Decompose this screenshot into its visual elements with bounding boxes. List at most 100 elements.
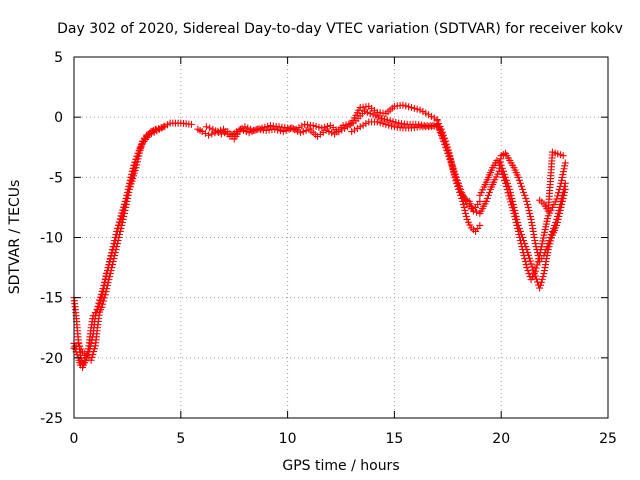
- data-point: [511, 212, 519, 220]
- data-point: [556, 182, 564, 190]
- data-point: [460, 203, 468, 211]
- data-point: [451, 173, 459, 181]
- data-point: [109, 258, 117, 266]
- data-point: [518, 243, 526, 251]
- data-point: [509, 207, 517, 215]
- data-point: [484, 191, 492, 199]
- data-point: [151, 125, 159, 133]
- data-point: [91, 345, 99, 353]
- data-point: [101, 291, 109, 299]
- data-point: [548, 234, 556, 242]
- data-point: [136, 146, 144, 154]
- data-point: [531, 267, 539, 275]
- series-satellite-arc-C: [70, 125, 159, 364]
- data-point: [448, 161, 456, 169]
- data-point: [539, 237, 547, 245]
- data-point: [206, 124, 214, 132]
- data-point: [124, 194, 132, 202]
- series-satellite-arc-J: [476, 156, 569, 292]
- data-point: [99, 297, 107, 305]
- chart-title: Day 302 of 2020, Sidereal Day-to-day VTE…: [57, 21, 623, 37]
- data-point: [111, 252, 119, 260]
- y-tick-labels: 5 0 -5 -10 -15 -20 -25: [40, 50, 63, 427]
- data-point: [113, 240, 121, 248]
- data-point: [108, 264, 116, 272]
- data-point: [516, 237, 524, 245]
- data-point: [508, 204, 516, 212]
- data-point: [544, 246, 552, 254]
- data-point: [558, 200, 566, 208]
- data-point: [554, 215, 562, 223]
- data-point: [115, 234, 123, 241]
- data-point: [121, 206, 129, 214]
- data-point: [450, 167, 458, 175]
- data-point: [90, 348, 98, 356]
- data-point: [116, 230, 124, 238]
- y-tick-label: -10: [40, 231, 63, 247]
- data-point: [514, 227, 522, 235]
- data-point: [451, 170, 459, 178]
- data-point: [452, 176, 460, 184]
- data-point: [456, 185, 464, 193]
- data-point: [503, 186, 511, 194]
- data-point: [103, 285, 111, 293]
- data-point: [517, 182, 525, 190]
- data-point: [555, 186, 563, 194]
- data-point: [138, 140, 146, 148]
- data-point: [106, 273, 114, 281]
- data-point: [556, 209, 564, 217]
- data-point: [554, 189, 562, 197]
- data-point: [515, 230, 523, 238]
- data-point: [73, 351, 81, 359]
- data-point: [116, 227, 124, 235]
- data-point: [539, 272, 547, 280]
- data-point: [123, 197, 131, 205]
- data-point: [454, 182, 462, 190]
- data-point: [462, 209, 470, 217]
- data-point: [558, 176, 566, 184]
- data-point: [531, 240, 539, 248]
- data-point: [125, 188, 133, 196]
- data-point: [516, 179, 524, 187]
- series-satellite-arc-A: [70, 119, 195, 368]
- data-point: [520, 188, 528, 196]
- series-satellite-arc-F: [348, 118, 441, 136]
- data-point: [446, 153, 454, 161]
- data-point: [559, 171, 567, 179]
- y-tick-label: -15: [40, 291, 63, 307]
- data-point: [217, 130, 225, 138]
- data-point: [100, 294, 108, 302]
- data-point: [560, 165, 568, 173]
- data-point: [117, 224, 125, 232]
- data-point: [532, 264, 540, 272]
- data-point: [517, 240, 525, 248]
- data-point: [528, 263, 536, 271]
- data-point: [449, 164, 457, 172]
- data-point: [521, 258, 529, 266]
- x-tick-labels: 0 5 10 15 20 25: [70, 431, 617, 447]
- data-point: [208, 130, 216, 138]
- x-tick-label: 25: [599, 431, 617, 447]
- data-point: [135, 152, 143, 160]
- data-point: [499, 173, 507, 181]
- data-point: [533, 261, 541, 269]
- data-point: [462, 212, 470, 220]
- data-point: [453, 179, 461, 187]
- y-tick-label: -20: [40, 351, 63, 367]
- data-point: [555, 212, 563, 220]
- x-tick-label: 10: [279, 431, 297, 447]
- data-point: [557, 179, 565, 187]
- x-tick-label: 15: [385, 431, 403, 447]
- data-point: [521, 191, 529, 199]
- data-point: [534, 258, 542, 266]
- data-point: [524, 267, 532, 275]
- data-point: [476, 221, 484, 229]
- data-point: [133, 158, 141, 166]
- data-point: [120, 212, 128, 220]
- data-point: [107, 267, 115, 275]
- data-point: [120, 209, 128, 217]
- y-tick-label: 0: [54, 110, 63, 126]
- data-point: [497, 161, 505, 169]
- data-point: [103, 282, 111, 290]
- data-point: [122, 200, 130, 208]
